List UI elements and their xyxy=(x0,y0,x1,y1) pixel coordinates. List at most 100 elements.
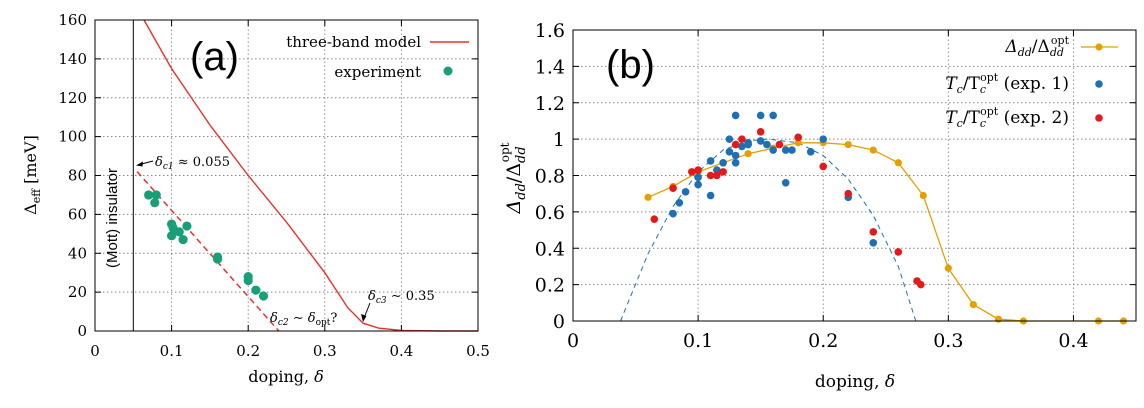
tick-label-y: 1.4 xyxy=(535,56,565,78)
delta-c1-arrowhead xyxy=(136,161,143,167)
data-point-experiment xyxy=(151,190,161,200)
tick-label-y: 140 xyxy=(58,50,87,68)
tick-label-y: 0.8 xyxy=(535,166,565,188)
data-point-exp1 xyxy=(731,111,740,120)
tick-label-x: 0 xyxy=(567,330,579,352)
tick-label-x: 0 xyxy=(90,342,100,360)
legend-exp1-marker xyxy=(1095,80,1103,88)
delta-c1-label: δc1 ≈ 0.055 xyxy=(155,155,230,172)
tick-label-y: 1 xyxy=(553,129,565,151)
data-point-exp1 xyxy=(781,146,790,154)
tick-label-x: 0.1 xyxy=(683,330,713,352)
delta-c2-label: δc2 ∼ δopt? xyxy=(270,311,337,328)
tick-label-x: 0.1 xyxy=(160,342,184,360)
legend-experiment-swatch xyxy=(443,66,453,76)
data-point-exp1 xyxy=(806,148,815,156)
tick-label-x: 0.3 xyxy=(313,342,337,360)
data-point-exp2 xyxy=(844,189,853,198)
data-point-experiment xyxy=(251,285,261,295)
legend-exp2-label: Tc/Tcopt (exp. 2) xyxy=(945,105,1069,130)
data-point-gap-ratio xyxy=(944,264,952,272)
data-point-exp1 xyxy=(788,146,796,154)
data-point-exp2 xyxy=(917,280,925,289)
tick-label-y: 100 xyxy=(58,128,87,146)
extrapolation-dashed-line xyxy=(136,171,280,332)
panel-a-ylabel: Δeff [meV] xyxy=(21,135,43,215)
data-point-gap-ratio xyxy=(644,193,652,201)
data-point-exp1 xyxy=(731,158,740,167)
data-point-experiment xyxy=(150,198,160,208)
data-point-exp2 xyxy=(756,128,765,136)
data-point-exp1 xyxy=(738,142,746,151)
data-point-exp2 xyxy=(669,184,677,193)
tick-label-x: 0.5 xyxy=(466,342,490,360)
delta-c3-annotation: δc3 ∼ 0.35 xyxy=(361,289,435,322)
data-point-gap-ratio xyxy=(744,150,752,158)
tick-label-y: 20 xyxy=(68,283,87,301)
data-point-exp1 xyxy=(675,198,684,207)
tick-label-x: 0.4 xyxy=(389,342,413,360)
legend-model-label: three-band model xyxy=(286,33,421,51)
mott-insulator-label: (Mott) insulator xyxy=(104,168,121,268)
tick-label-y: 40 xyxy=(68,244,87,262)
data-point-exp1 xyxy=(744,140,752,149)
panel-b-series xyxy=(620,111,1128,325)
data-point-exp1 xyxy=(781,178,790,187)
data-point-gap-ratio xyxy=(919,191,927,200)
data-point-exp1 xyxy=(819,135,828,143)
tick-label-y: 1.6 xyxy=(535,20,565,42)
data-point-exp1 xyxy=(725,148,734,156)
panel-b-grid xyxy=(573,30,1136,321)
parabola-fit-dashed-line xyxy=(620,138,917,322)
tick-label-y: 0.4 xyxy=(535,238,565,260)
data-point-exp2 xyxy=(719,168,727,176)
tick-label-y: 0 xyxy=(77,322,87,340)
legend-experiment-label: experiment xyxy=(334,63,421,81)
data-point-experiment xyxy=(174,227,184,237)
data-point-gap-ratio xyxy=(844,140,852,149)
tick-label-x: 0.3 xyxy=(933,330,963,352)
data-point-exp1 xyxy=(769,111,777,120)
legend-ratio-label: Δdd/Δddopt xyxy=(1004,34,1069,59)
data-point-exp1 xyxy=(731,151,740,160)
tick-label-y: 60 xyxy=(68,205,87,223)
panel-b: 0 0.1 0.2 0.3 0.4 0 0.2 0.4 0.6 0.8 1 1.2 1.4 1.6 (b)… xyxy=(498,20,1137,392)
data-point-exp2 xyxy=(650,215,659,223)
data-point-exp2 xyxy=(731,140,740,149)
data-point-exp2 xyxy=(713,171,721,180)
data-point-exp1 xyxy=(713,166,721,174)
panel-b-xlabel: doping, δ xyxy=(815,372,895,392)
data-point-experiment xyxy=(167,231,177,241)
data-point-experiment xyxy=(258,291,269,301)
data-point-experiment xyxy=(182,221,192,231)
panel-a-label: (a) xyxy=(190,35,239,79)
tick-label-y: 80 xyxy=(68,167,87,185)
tick-label-x: 0.4 xyxy=(1058,330,1088,352)
data-point-experiment xyxy=(178,235,188,245)
tick-label-y: 0 xyxy=(553,311,565,333)
tick-label-y: 120 xyxy=(58,89,87,107)
panel-a-series xyxy=(132,19,478,332)
panel-b-ticks: 0 0.1 0.2 0.3 0.4 0 0.2 0.4 0.6 0.8 1 1.2 1.4 1.6 xyxy=(535,20,1136,352)
legend-exp2-marker xyxy=(1095,114,1103,122)
tick-label-y: 160 xyxy=(58,11,87,29)
tick-label-y: 1.2 xyxy=(535,93,565,115)
data-point-gap-ratio xyxy=(969,301,977,309)
data-point-exp2 xyxy=(688,168,696,176)
data-point-exp2 xyxy=(694,166,702,174)
data-point-exp2 xyxy=(894,248,903,256)
data-point-exp1 xyxy=(694,180,702,189)
tick-label-x: 0.2 xyxy=(236,342,260,360)
data-point-exp2 xyxy=(775,140,784,149)
data-point-exp1 xyxy=(756,137,765,145)
data-point-exp2 xyxy=(819,162,828,171)
tick-label-y: 0.6 xyxy=(535,202,565,224)
series-line-gap-ratio xyxy=(647,142,1124,322)
data-point-gap-ratio xyxy=(794,139,802,147)
data-point-exp2 xyxy=(706,171,715,180)
data-point-exp1 xyxy=(681,188,690,196)
data-point-exp1 xyxy=(769,146,777,154)
legend-exp1-label: Tc/Tcopt (exp. 1) xyxy=(945,71,1069,96)
data-point-experiment xyxy=(243,275,253,286)
